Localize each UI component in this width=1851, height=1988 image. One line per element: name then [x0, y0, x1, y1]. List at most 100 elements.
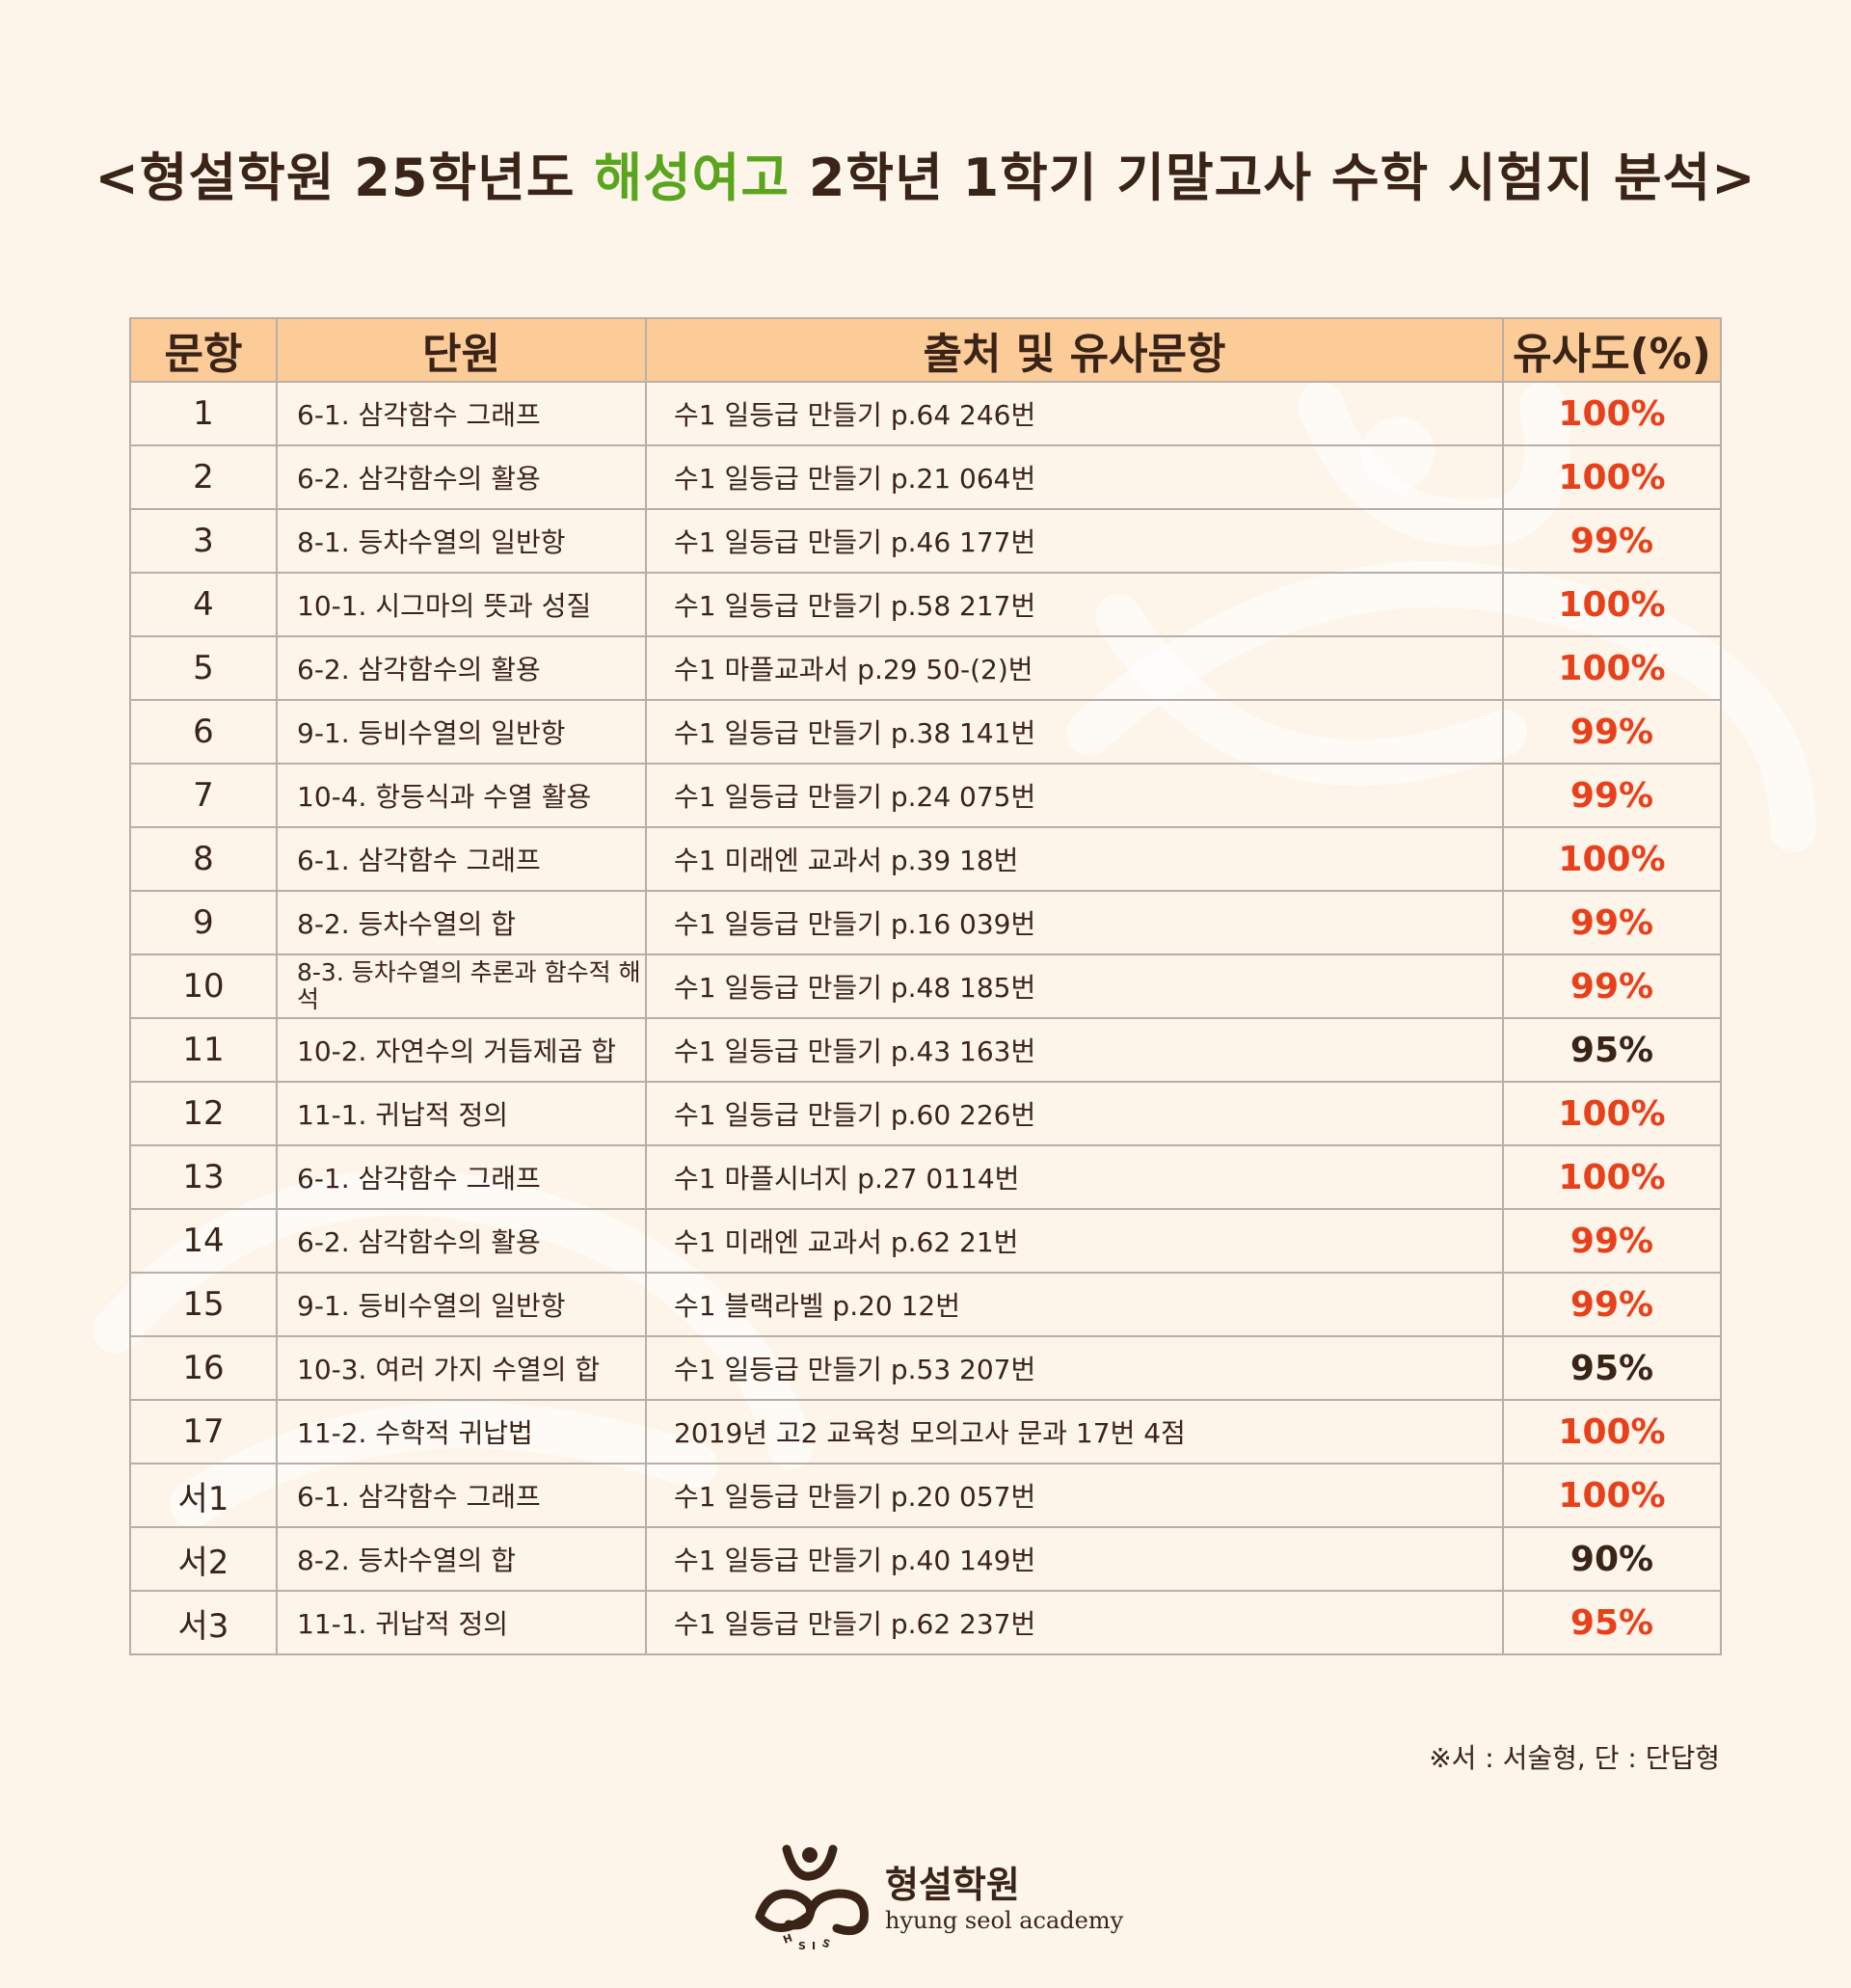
unit-cell: 8-3. 등차수열의 추론과 함수적 해석	[276, 954, 647, 1019]
similarity-cell: 100%	[1502, 1144, 1722, 1210]
unit-cell: 10-1. 시그마의 뜻과 성질	[276, 572, 647, 637]
similarity-cell: 99%	[1502, 1272, 1722, 1337]
similarity-cell: 99%	[1502, 1208, 1722, 1274]
similarity-cell: 95%	[1502, 1335, 1722, 1401]
similarity-cell: 100%	[1502, 1463, 1722, 1528]
analysis-table: 문항 단원 출처 및 유사문항 유사도(%) 1 6-1. 삼각함수 그래프 수1 …	[129, 317, 1722, 1655]
header-question: 문항	[129, 317, 278, 383]
similarity-cell: 99%	[1502, 890, 1722, 955]
source-cell: 수1 일등급 만들기 p.48 185번	[645, 954, 1504, 1019]
question-number: 16	[129, 1335, 278, 1401]
similarity-cell: 100%	[1502, 381, 1722, 446]
header-source: 출처 및 유사문항	[645, 317, 1504, 383]
source-cell: 수1 마플시너지 p.27 0114번	[645, 1144, 1504, 1210]
source-cell: 수1 일등급 만들기 p.16 039번	[645, 890, 1504, 955]
header-unit: 단원	[276, 317, 647, 383]
table-row: 5 6-2. 삼각함수의 활용 수1 마플교과서 p.29 50-(2)번 100%	[129, 635, 1722, 701]
question-number: 3	[129, 508, 278, 574]
question-number: 서1	[129, 1463, 278, 1528]
source-cell: 수1 일등급 만들기 p.53 207번	[645, 1335, 1504, 1401]
unit-cell: 8-2. 등차수열의 합	[276, 1526, 647, 1592]
table-row: 10 8-3. 등차수열의 추론과 함수적 해석 수1 일등급 만들기 p.48 1…	[129, 954, 1722, 1019]
question-number: 서2	[129, 1526, 278, 1592]
question-number: 6	[129, 699, 278, 765]
question-number: 12	[129, 1081, 278, 1146]
similarity-cell: 100%	[1502, 635, 1722, 701]
table-row: 2 6-2. 삼각함수의 활용 수1 일등급 만들기 p.21 064번 100%	[129, 444, 1722, 510]
table-row: 16 10-3. 여러 가지 수열의 합 수1 일등급 만들기 p.53 207번 9…	[129, 1335, 1722, 1401]
similarity-cell: 95%	[1502, 1590, 1722, 1655]
brand-name: 형설학원	[885, 1863, 1020, 1906]
table-row: 서3 11-1. 귀납적 정의 수1 일등급 만들기 p.62 237번 95%	[129, 1590, 1722, 1655]
unit-cell: 10-4. 항등식과 수열 활용	[276, 763, 647, 828]
source-cell: 수1 일등급 만들기 p.24 075번	[645, 763, 1504, 828]
source-cell: 수1 일등급 만들기 p.43 163번	[645, 1017, 1504, 1083]
svg-text:S: S	[798, 1940, 806, 1952]
title-prefix: <형설학원 25학년도	[94, 148, 595, 208]
source-cell: 수1 미래엔 교과서 p.62 21번	[645, 1208, 1504, 1274]
source-cell: 수1 일등급 만들기 p.58 217번	[645, 572, 1504, 637]
source-cell: 수1 미래엔 교과서 p.39 18번	[645, 826, 1504, 892]
question-number: 13	[129, 1144, 278, 1210]
title-school-highlight: 해성여고	[594, 148, 791, 208]
unit-cell: 11-1. 귀납적 정의	[276, 1590, 647, 1655]
unit-cell: 6-1. 삼각함수 그래프	[276, 1463, 647, 1528]
question-number: 5	[129, 635, 278, 701]
source-cell: 수1 일등급 만들기 p.38 141번	[645, 699, 1504, 765]
brand-logo: H S I S 형설학원 hyung seol academy	[750, 1840, 1155, 1955]
question-number: 10	[129, 954, 278, 1019]
source-cell: 2019년 고2 교육청 모의고사 문과 17번 4점	[645, 1399, 1504, 1464]
similarity-cell: 100%	[1502, 1399, 1722, 1464]
similarity-cell: 100%	[1502, 444, 1722, 510]
similarity-cell: 100%	[1502, 572, 1722, 637]
source-cell: 수1 일등급 만들기 p.40 149번	[645, 1526, 1504, 1592]
table-row: 서2 8-2. 등차수열의 합 수1 일등급 만들기 p.40 149번 90%	[129, 1526, 1722, 1592]
similarity-cell: 99%	[1502, 954, 1722, 1019]
unit-cell: 8-1. 등차수열의 일반항	[276, 508, 647, 574]
table-row: 13 6-1. 삼각함수 그래프 수1 마플시너지 p.27 0114번 100%	[129, 1144, 1722, 1210]
question-number: 2	[129, 444, 278, 510]
unit-cell: 6-2. 삼각함수의 활용	[276, 635, 647, 701]
unit-cell: 8-2. 등차수열의 합	[276, 890, 647, 955]
header-similarity: 유사도(%)	[1502, 317, 1722, 383]
svg-text:I: I	[812, 1940, 816, 1952]
similarity-cell: 99%	[1502, 763, 1722, 828]
source-cell: 수1 블랙라벨 p.20 12번	[645, 1272, 1504, 1337]
table-row: 4 10-1. 시그마의 뜻과 성질 수1 일등급 만들기 p.58 217번 100…	[129, 572, 1722, 637]
unit-cell: 6-1. 삼각함수 그래프	[276, 1144, 647, 1210]
source-cell: 수1 일등급 만들기 p.60 226번	[645, 1081, 1504, 1146]
question-number: 9	[129, 890, 278, 955]
source-cell: 수1 일등급 만들기 p.20 057번	[645, 1463, 1504, 1528]
question-number: 1	[129, 381, 278, 446]
svg-text:H: H	[782, 1931, 794, 1946]
unit-cell: 10-2. 자연수의 거듭제곱 합	[276, 1017, 647, 1083]
similarity-cell: 95%	[1502, 1017, 1722, 1083]
title-suffix: 2학년 1학기 기말고사 수학 시험지 분석>	[790, 148, 1757, 208]
table-header-row: 문항 단원 출처 및 유사문항 유사도(%)	[129, 317, 1722, 383]
unit-cell: 6-2. 삼각함수의 활용	[276, 1208, 647, 1274]
similarity-cell: 100%	[1502, 826, 1722, 892]
question-number: 4	[129, 572, 278, 637]
question-number: 15	[129, 1272, 278, 1337]
table-row: 12 11-1. 귀납적 정의 수1 일등급 만들기 p.60 226번 100%	[129, 1081, 1722, 1146]
similarity-cell: 99%	[1502, 699, 1722, 765]
unit-cell: 11-1. 귀납적 정의	[276, 1081, 647, 1146]
table-row: 8 6-1. 삼각함수 그래프 수1 미래엔 교과서 p.39 18번 100%	[129, 826, 1722, 892]
page-title: <형설학원 25학년도 해성여고 2학년 1학기 기말고사 수학 시험지 분석>	[0, 135, 1851, 211]
question-number: 8	[129, 826, 278, 892]
table-row: 15 9-1. 등비수열의 일반항 수1 블랙라벨 p.20 12번 99%	[129, 1272, 1722, 1337]
unit-cell: 10-3. 여러 가지 수열의 합	[276, 1335, 647, 1401]
question-number: 17	[129, 1399, 278, 1464]
question-number: 서3	[129, 1590, 278, 1655]
footnote: ※서 : 서술형, 단 : 단답형	[1429, 1742, 1720, 1774]
source-cell: 수1 일등급 만들기 p.62 237번	[645, 1590, 1504, 1655]
brand-subtitle: hyung seol academy	[885, 1907, 1124, 1934]
table-row: 1 6-1. 삼각함수 그래프 수1 일등급 만들기 p.64 246번 100%	[129, 381, 1722, 446]
source-cell: 수1 마플교과서 p.29 50-(2)번	[645, 635, 1504, 701]
svg-text:S: S	[820, 1937, 832, 1951]
table-row: 6 9-1. 등비수열의 일반항 수1 일등급 만들기 p.38 141번 99%	[129, 699, 1722, 765]
unit-cell: 9-1. 등비수열의 일반항	[276, 1272, 647, 1337]
similarity-cell: 99%	[1502, 508, 1722, 574]
question-number: 14	[129, 1208, 278, 1274]
question-number: 7	[129, 763, 278, 828]
